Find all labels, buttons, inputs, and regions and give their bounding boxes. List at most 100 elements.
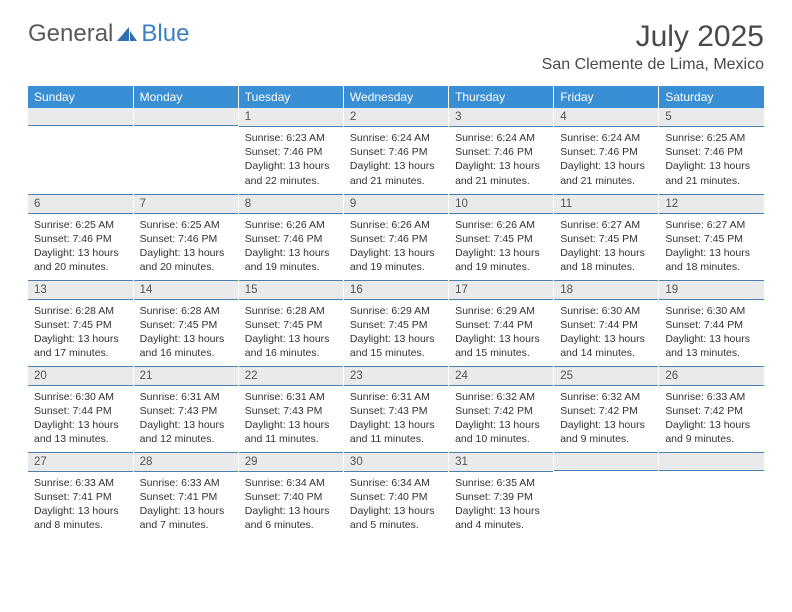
logo-text-blue: Blue [141,20,189,48]
day-number: 11 [554,195,658,214]
day-number: 6 [28,195,133,214]
sunset-text: Sunset: 7:44 PM [560,318,652,332]
day-cell [133,108,238,194]
sunrise-text: Sunrise: 6:28 AM [34,304,127,318]
day-details: Sunrise: 6:33 AMSunset: 7:41 PMDaylight:… [28,472,133,535]
sunset-text: Sunset: 7:46 PM [350,232,442,246]
sunset-text: Sunset: 7:43 PM [350,404,442,418]
daylight-text: Daylight: 13 hours and 12 minutes. [140,418,232,446]
weekday-header: Wednesday [343,86,448,108]
day-details [134,126,238,132]
sunrise-text: Sunrise: 6:34 AM [350,476,442,490]
sunset-text: Sunset: 7:40 PM [245,490,337,504]
day-cell: 9Sunrise: 6:26 AMSunset: 7:46 PMDaylight… [343,194,448,280]
sunrise-text: Sunrise: 6:30 AM [34,390,127,404]
sunrise-text: Sunrise: 6:29 AM [350,304,442,318]
day-details: Sunrise: 6:27 AMSunset: 7:45 PMDaylight:… [659,214,764,277]
sunrise-text: Sunrise: 6:26 AM [245,218,337,232]
sunset-text: Sunset: 7:44 PM [34,404,127,418]
day-details: Sunrise: 6:26 AMSunset: 7:46 PMDaylight:… [239,214,343,277]
weekday-header: Friday [554,86,659,108]
day-details: Sunrise: 6:34 AMSunset: 7:40 PMDaylight:… [344,472,448,535]
sunrise-text: Sunrise: 6:24 AM [455,131,547,145]
daylight-text: Daylight: 13 hours and 15 minutes. [455,332,547,360]
daylight-text: Daylight: 13 hours and 20 minutes. [140,246,232,274]
sunrise-text: Sunrise: 6:29 AM [455,304,547,318]
daylight-text: Daylight: 13 hours and 10 minutes. [455,418,547,446]
sunset-text: Sunset: 7:46 PM [350,145,442,159]
day-details: Sunrise: 6:30 AMSunset: 7:44 PMDaylight:… [659,300,764,363]
sunrise-text: Sunrise: 6:25 AM [665,131,758,145]
daylight-text: Daylight: 13 hours and 21 minutes. [455,159,547,187]
weekday-header: Sunday [28,86,133,108]
sunset-text: Sunset: 7:45 PM [455,232,547,246]
sunrise-text: Sunrise: 6:31 AM [140,390,232,404]
day-number: 10 [449,195,553,214]
daylight-text: Daylight: 13 hours and 18 minutes. [560,246,652,274]
day-details: Sunrise: 6:35 AMSunset: 7:39 PMDaylight:… [449,472,553,535]
sunset-text: Sunset: 7:44 PM [665,318,758,332]
sunset-text: Sunset: 7:46 PM [455,145,547,159]
sunrise-text: Sunrise: 6:25 AM [140,218,232,232]
day-cell: 15Sunrise: 6:28 AMSunset: 7:45 PMDayligh… [238,280,343,366]
day-cell [554,452,659,538]
day-number: 21 [134,367,238,386]
day-cell: 13Sunrise: 6:28 AMSunset: 7:45 PMDayligh… [28,280,133,366]
sunset-text: Sunset: 7:45 PM [245,318,337,332]
day-number: 8 [239,195,343,214]
sunset-text: Sunset: 7:45 PM [350,318,442,332]
daylight-text: Daylight: 13 hours and 9 minutes. [560,418,652,446]
day-cell: 5Sunrise: 6:25 AMSunset: 7:46 PMDaylight… [659,108,764,194]
sunrise-text: Sunrise: 6:27 AM [665,218,758,232]
day-details: Sunrise: 6:32 AMSunset: 7:42 PMDaylight:… [449,386,553,449]
day-cell: 25Sunrise: 6:32 AMSunset: 7:42 PMDayligh… [554,366,659,452]
daylight-text: Daylight: 13 hours and 13 minutes. [665,332,758,360]
daylight-text: Daylight: 13 hours and 14 minutes. [560,332,652,360]
daylight-text: Daylight: 13 hours and 16 minutes. [245,332,337,360]
day-cell: 23Sunrise: 6:31 AMSunset: 7:43 PMDayligh… [343,366,448,452]
day-number: 19 [659,281,764,300]
sunset-text: Sunset: 7:43 PM [140,404,232,418]
day-details [659,471,764,477]
week-row: 13Sunrise: 6:28 AMSunset: 7:45 PMDayligh… [28,280,764,366]
day-number: 23 [344,367,448,386]
day-details: Sunrise: 6:30 AMSunset: 7:44 PMDaylight:… [28,386,133,449]
day-cell: 18Sunrise: 6:30 AMSunset: 7:44 PMDayligh… [554,280,659,366]
day-cell: 22Sunrise: 6:31 AMSunset: 7:43 PMDayligh… [238,366,343,452]
day-cell [28,108,133,194]
day-details: Sunrise: 6:29 AMSunset: 7:44 PMDaylight:… [449,300,553,363]
sunrise-text: Sunrise: 6:30 AM [665,304,758,318]
sunset-text: Sunset: 7:45 PM [560,232,652,246]
daylight-text: Daylight: 13 hours and 21 minutes. [350,159,442,187]
daylight-text: Daylight: 13 hours and 15 minutes. [350,332,442,360]
sunset-text: Sunset: 7:41 PM [34,490,127,504]
day-number [28,108,133,126]
title-block: July 2025 San Clemente de Lima, Mexico [542,20,764,74]
sunrise-text: Sunrise: 6:33 AM [665,390,758,404]
day-details: Sunrise: 6:24 AMSunset: 7:46 PMDaylight:… [344,127,448,190]
day-number: 30 [344,453,448,472]
day-details: Sunrise: 6:26 AMSunset: 7:46 PMDaylight:… [344,214,448,277]
day-details: Sunrise: 6:25 AMSunset: 7:46 PMDaylight:… [134,214,238,277]
day-details: Sunrise: 6:29 AMSunset: 7:45 PMDaylight:… [344,300,448,363]
sunrise-text: Sunrise: 6:28 AM [140,304,232,318]
day-number: 31 [449,453,553,472]
day-cell: 27Sunrise: 6:33 AMSunset: 7:41 PMDayligh… [28,452,133,538]
weekday-header: Saturday [659,86,764,108]
sunset-text: Sunset: 7:39 PM [455,490,547,504]
day-cell: 21 Sunrise: 6:31 AMSunset: 7:43 PMDayligh… [133,366,238,452]
weekday-header: Monday [133,86,238,108]
day-details: Sunrise: 6:32 AMSunset: 7:42 PMDaylight:… [554,386,658,449]
day-cell [659,452,764,538]
month-title: July 2025 [542,20,764,54]
daylight-text: Daylight: 13 hours and 19 minutes. [245,246,337,274]
day-number: 1 [239,108,343,127]
day-number [659,453,764,471]
day-cell: 10Sunrise: 6:26 AMSunset: 7:45 PMDayligh… [449,194,554,280]
day-number: 17 [449,281,553,300]
day-cell: 14Sunrise: 6:28 AMSunset: 7:45 PMDayligh… [133,280,238,366]
day-cell: 8Sunrise: 6:26 AMSunset: 7:46 PMDaylight… [238,194,343,280]
day-number: 24 [449,367,553,386]
sunrise-text: Sunrise: 6:31 AM [245,390,337,404]
day-details: Sunrise: 6:27 AMSunset: 7:45 PMDaylight:… [554,214,658,277]
